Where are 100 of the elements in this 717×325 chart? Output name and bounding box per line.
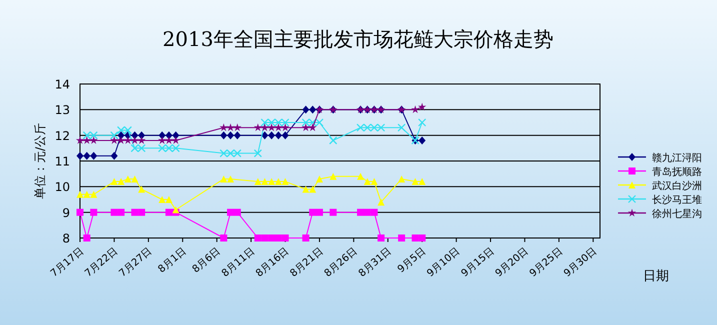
point (220, 234, 228, 242)
point (233, 149, 242, 158)
point (363, 124, 372, 132)
point (261, 131, 268, 140)
point (364, 178, 371, 186)
point (110, 178, 118, 186)
point (281, 123, 290, 132)
point (83, 190, 90, 198)
legend-label: 武汉白沙洲 (652, 180, 702, 192)
point (412, 178, 419, 186)
point (357, 208, 364, 216)
point (220, 123, 228, 132)
legend-label: 长沙马王堆 (652, 194, 702, 206)
point (282, 234, 289, 242)
point (130, 144, 139, 152)
point (356, 124, 365, 132)
y-tick-label: 10 (54, 180, 70, 194)
y-tick-label: 9 (62, 206, 70, 220)
point (76, 136, 84, 144)
point (274, 178, 282, 186)
point (164, 136, 174, 144)
point (308, 123, 317, 132)
point (110, 131, 118, 140)
point (137, 136, 146, 144)
point (124, 175, 132, 182)
point (267, 123, 276, 132)
point (110, 208, 118, 216)
point (418, 234, 426, 242)
point (164, 144, 174, 152)
point (227, 131, 234, 140)
point (412, 234, 419, 242)
point (90, 152, 98, 160)
point (254, 234, 262, 242)
point (267, 118, 276, 127)
point (118, 131, 125, 140)
point (158, 131, 166, 140)
point (330, 172, 337, 180)
point (220, 131, 228, 140)
point (118, 208, 125, 216)
point (82, 131, 91, 140)
point (315, 118, 324, 127)
point (158, 196, 166, 203)
point (124, 136, 132, 144)
point (418, 118, 426, 127)
point (418, 102, 426, 111)
point (165, 131, 172, 140)
point (131, 208, 138, 216)
point (268, 234, 276, 242)
point (234, 208, 241, 216)
point (329, 136, 338, 145)
y-tick-label: 14 (54, 78, 70, 92)
chart-title: 2013年全国主要批发市场花鲢大宗价格走势 (162, 27, 554, 51)
point (76, 190, 84, 198)
point (261, 234, 268, 242)
point (302, 123, 310, 132)
point (90, 136, 98, 144)
point (90, 208, 98, 216)
y-axis-title: 单位：元/公斤 (33, 122, 47, 200)
point (316, 175, 323, 182)
point (254, 178, 262, 186)
y-tick-label: 13 (54, 103, 70, 118)
point (274, 131, 282, 140)
point (411, 105, 420, 114)
point (302, 186, 310, 193)
point (378, 198, 385, 206)
point (138, 186, 146, 193)
point (282, 131, 289, 140)
point (370, 208, 378, 216)
x-tick-label: 8月1日 (156, 246, 189, 276)
point (138, 131, 146, 140)
point (226, 149, 235, 158)
point (418, 136, 426, 144)
point (82, 136, 91, 144)
point (302, 118, 310, 127)
point (172, 206, 180, 214)
y-tick-label: 11 (54, 154, 70, 168)
point (398, 175, 406, 182)
point (309, 106, 316, 114)
point (116, 136, 126, 144)
x-tick-label: 7月17日 (48, 246, 86, 280)
point (233, 123, 242, 132)
point (110, 136, 118, 144)
point (254, 123, 262, 132)
legend-label: 青岛抚顺路 (652, 166, 702, 178)
point (172, 144, 180, 152)
point (116, 126, 126, 134)
point (227, 175, 234, 182)
point (110, 152, 118, 160)
point (302, 234, 310, 242)
point (398, 234, 406, 242)
point (131, 175, 138, 182)
point (357, 172, 364, 180)
point (260, 123, 269, 132)
point (282, 178, 289, 186)
point (378, 234, 385, 242)
point (370, 178, 378, 186)
point (281, 118, 290, 127)
point (268, 131, 276, 140)
point (131, 131, 138, 140)
point (83, 234, 90, 242)
